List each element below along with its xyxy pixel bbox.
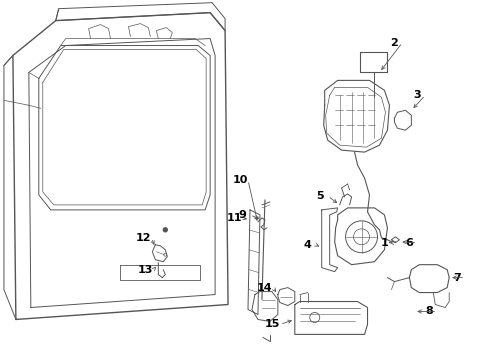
Text: 8: 8 (425, 306, 432, 316)
Text: 15: 15 (264, 319, 279, 329)
Text: 7: 7 (452, 273, 460, 283)
Text: 5: 5 (315, 191, 323, 201)
Text: 12: 12 (135, 233, 151, 243)
Text: 14: 14 (257, 283, 272, 293)
Text: 9: 9 (238, 210, 245, 220)
Circle shape (163, 228, 167, 232)
Text: 2: 2 (390, 37, 398, 48)
Text: 10: 10 (232, 175, 247, 185)
Text: 1: 1 (380, 238, 387, 248)
Text: 3: 3 (413, 90, 420, 100)
Text: 4: 4 (303, 240, 311, 250)
Text: 11: 11 (226, 213, 241, 223)
Text: 13: 13 (138, 265, 153, 275)
Text: 6: 6 (405, 238, 412, 248)
